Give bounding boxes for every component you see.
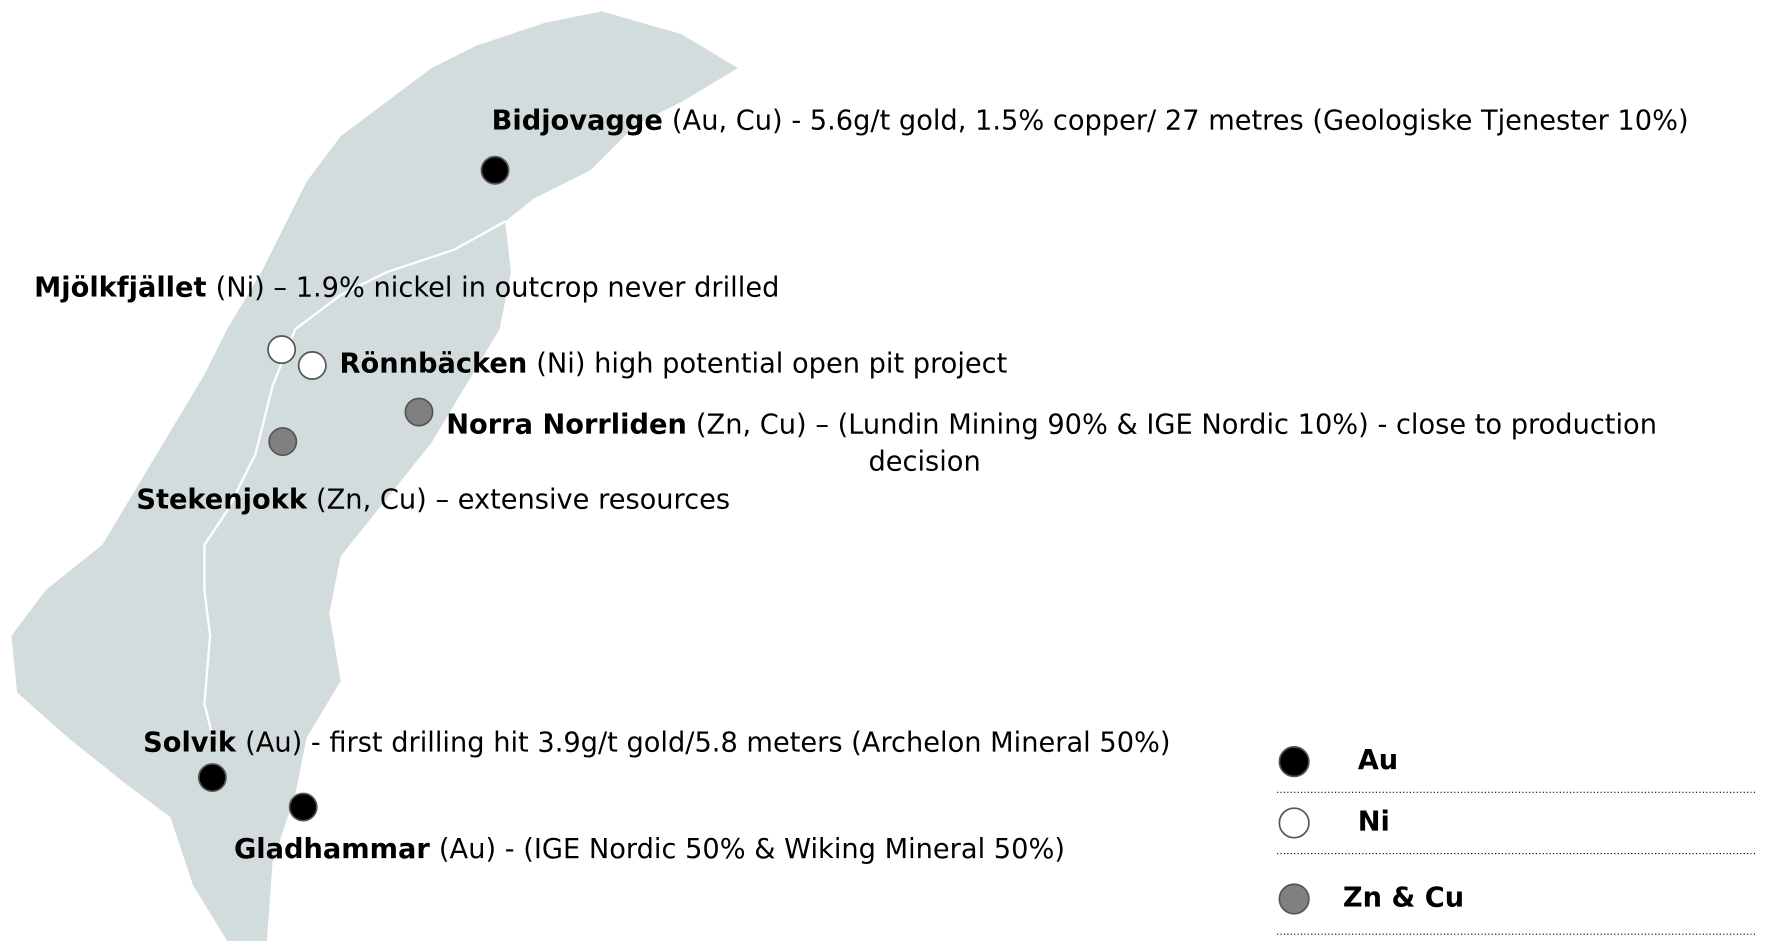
project-marker [480, 155, 510, 185]
project-detail: (Zn, Cu) – (Lundin Mining 90% & IGE Nord… [696, 409, 1657, 440]
scandinavia-landmass [11, 11, 738, 941]
project-marker [297, 351, 327, 380]
project-detail: decision [868, 447, 980, 478]
project-name: Norra Norrliden [446, 409, 687, 440]
project-marker [267, 335, 297, 365]
project-name: Gladhammar [234, 834, 430, 865]
project-name: Mjölkfjället [34, 272, 206, 303]
project-label: Stekenjokk (Zn, Cu) – extensive resources [136, 484, 730, 515]
legend-label: Au [1358, 745, 1398, 776]
legend-label: Ni [1358, 806, 1390, 837]
project-detail: (Zn, Cu) – extensive resources [316, 484, 730, 515]
project-marker [288, 792, 318, 822]
project-label: Rönnbäcken (Ni) high potential open pit p… [340, 348, 1008, 379]
project-name: Solvik [143, 727, 237, 758]
project-name: Bidjovagge [492, 105, 663, 136]
legend-marker [1278, 807, 1310, 839]
project-label: Norra Norrliden (Zn, Cu) – (Lundin Mining… [446, 409, 1657, 440]
national-border [203, 220, 506, 750]
legend-marker [1278, 883, 1310, 915]
project-marker [268, 427, 298, 457]
project-label: Bidjovagge (Au, Cu) - 5.6g/t gold, 1.5% c… [492, 105, 1689, 136]
project-detail: (Au, Cu) - 5.6g/t gold, 1.5% copper/ 27 … [672, 105, 1689, 136]
legend-label: Zn & Cu [1343, 883, 1464, 914]
project-detail: (Ni) high potential open pit project [536, 348, 1007, 379]
project-marker [404, 397, 434, 427]
project-name: Rönnbäcken [340, 348, 528, 379]
project-name: Stekenjokk [136, 484, 308, 515]
project-label: Mjölkfjället (Ni) – 1.9% nickel in outcro… [34, 272, 779, 303]
project-detail: (Ni) – 1.9% nickel in outcrop never dril… [216, 272, 780, 303]
project-detail: (Au) - (IGE Nordic 50% & Wiking Mineral … [439, 834, 1065, 865]
project-marker [197, 763, 227, 793]
project-label: Solvik (Au) - first drilling hit 3.9g/t g… [143, 727, 1170, 758]
project-label: Gladhammar (Au) - (IGE Nordic 50% & Wikin… [234, 834, 1065, 865]
legend-marker [1278, 746, 1310, 778]
project-detail: (Au) - first drilling hit 3.9g/t gold/5.… [245, 727, 1170, 758]
